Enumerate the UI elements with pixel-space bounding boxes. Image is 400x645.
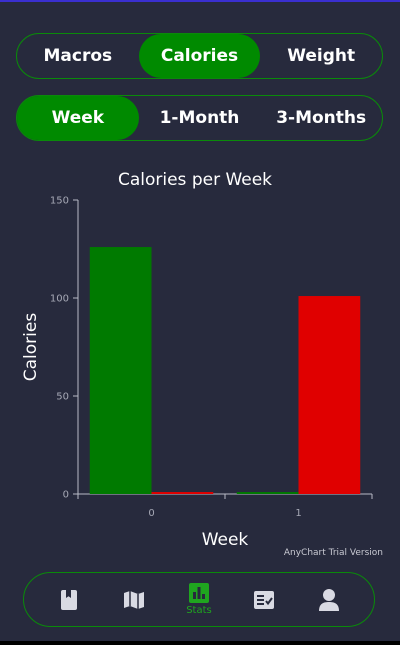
plot-area: 0 50 100 150 0 1 <box>50 196 373 519</box>
bottom-edge <box>0 641 400 645</box>
y-axis-label: Calories <box>21 313 41 382</box>
nav-item-tasks[interactable] <box>239 578 289 622</box>
calories-chart: Calories per Week Calories Week 0 50 100 15… <box>0 160 400 560</box>
status-bar-line <box>0 0 400 2</box>
tab-calories[interactable]: Calories <box>138 34 261 78</box>
nav-label-stats: Stats <box>186 605 212 616</box>
tab-3-months[interactable]: 3-Months <box>276 108 367 128</box>
x-axis-label: Week <box>202 530 249 550</box>
bar-chart-icon <box>188 583 209 603</box>
tab-macros[interactable]: Macros <box>43 46 113 66</box>
y-tick-label: 0 <box>63 490 69 501</box>
bottom-navigation: Stats <box>23 572 375 627</box>
range-switch: Week 1-Month 3-Months <box>16 95 383 141</box>
tab-week[interactable]: Week <box>17 96 139 140</box>
checklist-icon <box>254 590 275 609</box>
bar <box>298 296 361 494</box>
chart-watermark: AnyChart Trial Version <box>283 548 383 558</box>
tab-weight[interactable]: Weight <box>287 46 356 66</box>
book-icon <box>60 589 77 610</box>
bar <box>89 247 152 494</box>
y-tick-label: 150 <box>50 196 69 207</box>
chart-svg: Calories per Week Calories Week 0 50 100 15… <box>21 170 373 550</box>
nav-item-stats[interactable]: Stats <box>174 578 224 622</box>
map-icon <box>123 590 144 609</box>
nav-item-profile[interactable] <box>304 578 354 622</box>
tab-1-month[interactable]: 1-Month <box>159 108 240 128</box>
y-tick-label: 100 <box>50 294 69 305</box>
bar <box>236 492 299 494</box>
nav-item-journal[interactable] <box>44 578 94 622</box>
bar <box>151 492 214 494</box>
y-tick-label: 50 <box>56 392 69 403</box>
stat-type-switch: Macros Calories Weight <box>16 33 383 79</box>
person-icon <box>319 588 340 611</box>
x-tick-label: 0 <box>148 508 154 519</box>
x-tick-label: 1 <box>295 508 301 519</box>
chart-title: Calories per Week <box>118 170 272 190</box>
nav-item-map[interactable] <box>109 578 159 622</box>
